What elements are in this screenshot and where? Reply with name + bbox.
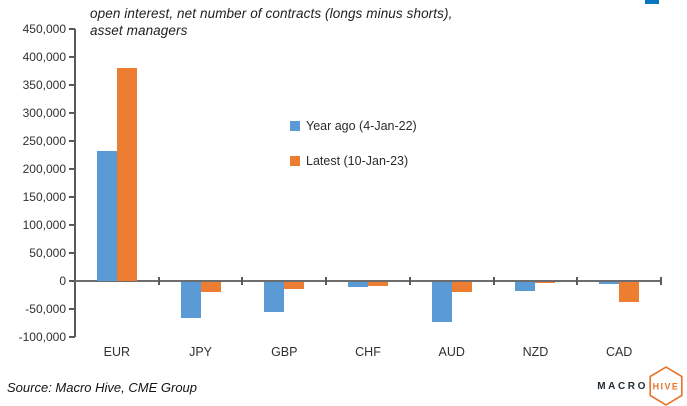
y-axis-tick-label: 50,000 <box>29 245 66 260</box>
x-axis-tick <box>492 277 495 285</box>
x-axis-tick <box>408 277 411 285</box>
legend-label: Latest (10-Jan-23) <box>306 154 409 168</box>
y-axis-tick-label: 400,000 <box>22 49 66 64</box>
bar-chf-latest <box>368 282 388 287</box>
legend-swatch <box>290 156 300 166</box>
y-axis-tick <box>69 308 75 310</box>
logo-macro-text: MACRO <box>597 380 648 392</box>
y-axis-line <box>74 29 76 337</box>
y-axis-tick-label: 250,000 <box>22 133 66 148</box>
chart-title-line2: asset managers <box>90 23 188 38</box>
bar-cad-year-ago <box>599 282 620 284</box>
y-axis-tick-label: 350,000 <box>22 77 66 92</box>
y-axis-tick-label: -100,000 <box>18 329 66 344</box>
chart-title-line1: open interest, net number of contracts (… <box>90 6 453 21</box>
legend-item-year-ago: Year ago (4-Jan-22) <box>290 117 417 135</box>
y-axis-tick <box>69 196 75 198</box>
svg-text:HIVE: HIVE <box>653 382 680 392</box>
legend-item-latest: Latest (10-Jan-23) <box>290 152 417 170</box>
x-axis-tick <box>660 277 662 285</box>
x-axis-category-label: EUR <box>103 345 131 359</box>
bar-nzd-year-ago <box>515 282 536 291</box>
x-axis-category-label: CHF <box>355 345 381 359</box>
y-axis-tick-label: 450,000 <box>22 21 66 36</box>
legend-swatch <box>290 121 300 131</box>
legend: Year ago (4-Jan-22) Latest (10-Jan-23) <box>290 117 417 170</box>
y-axis-tick <box>69 224 75 226</box>
x-axis-category-label: AUD <box>438 345 465 359</box>
x-axis-tick <box>157 277 160 285</box>
x-axis-tick <box>576 277 579 285</box>
y-axis-tick-label: 0 <box>59 273 66 288</box>
y-axis-tick-label: 200,000 <box>22 161 66 176</box>
y-axis-tick <box>69 140 75 142</box>
x-axis-category-label: NZD <box>522 345 549 359</box>
source-note: Source: Macro Hive, CME Group <box>7 380 198 395</box>
y-axis-tick <box>69 84 75 86</box>
bar-gbp-year-ago <box>264 282 285 312</box>
bar-eur-latest <box>116 67 137 281</box>
chart-title: open interest, net number of contracts (… <box>90 5 452 39</box>
bar-chf-year-ago <box>348 282 368 288</box>
y-axis-tick <box>69 112 75 114</box>
bar-cad-latest <box>619 282 640 303</box>
bar-nzd-latest <box>535 282 556 284</box>
y-axis-tick <box>69 336 75 338</box>
y-axis-tick-label: -50,000 <box>25 301 66 316</box>
y-axis-tick-label: 100,000 <box>22 217 66 232</box>
bar-aud-latest <box>451 282 472 292</box>
top-right-blue-mark <box>645 0 659 4</box>
bar-jpy-year-ago <box>180 282 201 319</box>
x-axis-category-label: CAD <box>605 345 633 359</box>
macro-hive-logo: MACRO HIVE <box>597 366 684 406</box>
legend-label: Year ago (4-Jan-22) <box>306 119 417 133</box>
y-axis-tick <box>69 280 75 282</box>
x-axis-category-label: GBP <box>271 345 298 359</box>
y-axis-tick-label: 150,000 <box>22 189 66 204</box>
bar-eur-year-ago <box>96 151 117 281</box>
y-axis-tick <box>69 168 75 170</box>
x-axis-zero-line <box>75 280 662 282</box>
bar-jpy-latest <box>200 282 221 293</box>
hexagon-icon: HIVE <box>649 366 683 406</box>
y-axis-tick <box>69 28 75 30</box>
x-axis-tick <box>325 277 328 285</box>
y-axis-tick <box>69 252 75 254</box>
y-axis-tick <box>69 56 75 58</box>
bar-aud-year-ago <box>431 282 452 323</box>
bar-gbp-latest <box>284 282 305 290</box>
x-axis-category-label: JPY <box>189 345 213 359</box>
x-axis-tick <box>241 277 244 285</box>
y-axis-tick-label: 300,000 <box>22 105 66 120</box>
